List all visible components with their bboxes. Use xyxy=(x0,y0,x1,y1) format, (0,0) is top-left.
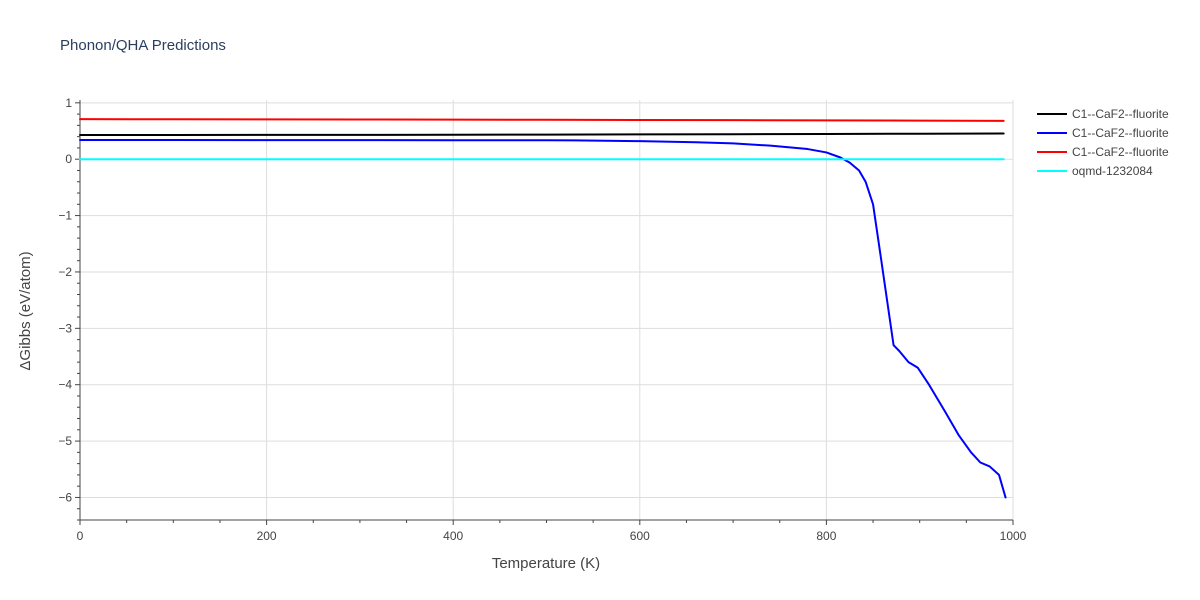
series-lines xyxy=(79,118,1007,499)
legend-label-3[interactable]: oqmd-1232084 xyxy=(1072,164,1153,178)
series-line-0 xyxy=(79,132,1005,136)
legend: C1--CaF2--fluorite C1--CaF2--fluorite C1--… xyxy=(1037,107,1169,178)
tick-labels: 0 200 400 600 800 1000 1 0 −1 −2 −3 −4 −5 −6 xyxy=(58,96,1026,543)
x-tick-label: 1000 xyxy=(1000,529,1027,543)
x-tick-label: 200 xyxy=(257,529,277,543)
x-axis-title: Temperature (K) xyxy=(492,555,600,572)
y-tick-label: −1 xyxy=(58,209,72,223)
y-axis-title: ΔGibbs (eV/atom) xyxy=(17,251,34,370)
y-tick-label: −2 xyxy=(58,265,72,279)
series-line-1 xyxy=(79,139,1007,499)
y-tick-label: −6 xyxy=(58,490,72,504)
x-tick-label: 600 xyxy=(630,529,650,543)
series-line-2 xyxy=(79,118,1005,122)
legend-label-1[interactable]: C1--CaF2--fluorite xyxy=(1072,126,1169,140)
x-tick-label: 0 xyxy=(77,529,84,543)
x-tick-label: 400 xyxy=(443,529,463,543)
y-tick-label: −5 xyxy=(58,434,72,448)
y-tick-label: 0 xyxy=(65,152,72,166)
legend-label-2[interactable]: C1--CaF2--fluorite xyxy=(1072,145,1169,159)
chart-title: Phonon/QHA Predictions xyxy=(60,37,226,54)
y-tick-label: −4 xyxy=(58,378,72,392)
y-tick-label: 1 xyxy=(65,96,72,110)
y-tick-label: −3 xyxy=(58,321,72,335)
x-tick-label: 800 xyxy=(816,529,836,543)
axes xyxy=(75,100,1014,525)
legend-label-0[interactable]: C1--CaF2--fluorite xyxy=(1072,107,1169,121)
grid-lines xyxy=(79,100,1014,520)
